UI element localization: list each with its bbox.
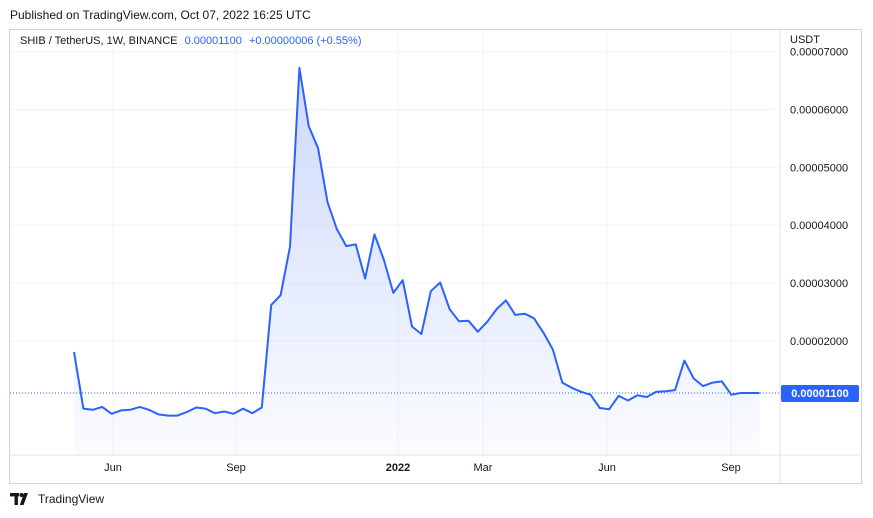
x-axis: Jun Sep 2022 Mar Jun Sep xyxy=(104,462,741,474)
y-tick-label: 0.00007000 xyxy=(790,47,848,59)
y-axis: 0.00007000 0.00006000 0.00005000 0.00004000… xyxy=(790,47,848,348)
chart-frame[interactable] xyxy=(9,29,862,484)
x-tick-label: 2022 xyxy=(386,462,410,474)
y-tick-label: 0.00003000 xyxy=(790,278,848,290)
price-series-line xyxy=(73,66,760,417)
x-tick-label: Sep xyxy=(721,462,741,474)
price-change-value: +0.00000006 (+0.55%) xyxy=(248,35,362,47)
y-tick-label: 0.00005000 xyxy=(790,162,848,174)
symbol-label: SHIB / TetherUS, 1W, BINANCE xyxy=(20,35,178,47)
price-area xyxy=(74,67,760,456)
x-tick-label: Mar xyxy=(474,462,493,474)
currency-label: USDT xyxy=(790,34,820,46)
tradingview-logo-icon xyxy=(10,493,28,505)
x-tick-label: Jun xyxy=(104,462,122,474)
chart-legend: SHIB / TetherUS, 1W, BINANCE 0.00001100 … xyxy=(20,35,362,47)
y-tick-label: 0.00006000 xyxy=(790,105,848,117)
published-caption: Published on TradingView.com, Oct 07, 20… xyxy=(10,8,311,22)
y-tick-label: 0.00004000 xyxy=(790,220,848,232)
last-price-badge: 0.00001100 xyxy=(781,385,859,402)
y-tick-label: 0.00002000 xyxy=(790,336,848,348)
x-tick-label: Jun xyxy=(598,462,616,474)
footer-brand[interactable]: TradingView xyxy=(10,492,104,506)
price-line xyxy=(10,66,780,417)
price-area-fill xyxy=(74,67,760,456)
last-price-value: 0.00001100 xyxy=(184,35,242,47)
brand-name: TradingView xyxy=(38,492,105,506)
x-tick-label: Sep xyxy=(226,462,246,474)
